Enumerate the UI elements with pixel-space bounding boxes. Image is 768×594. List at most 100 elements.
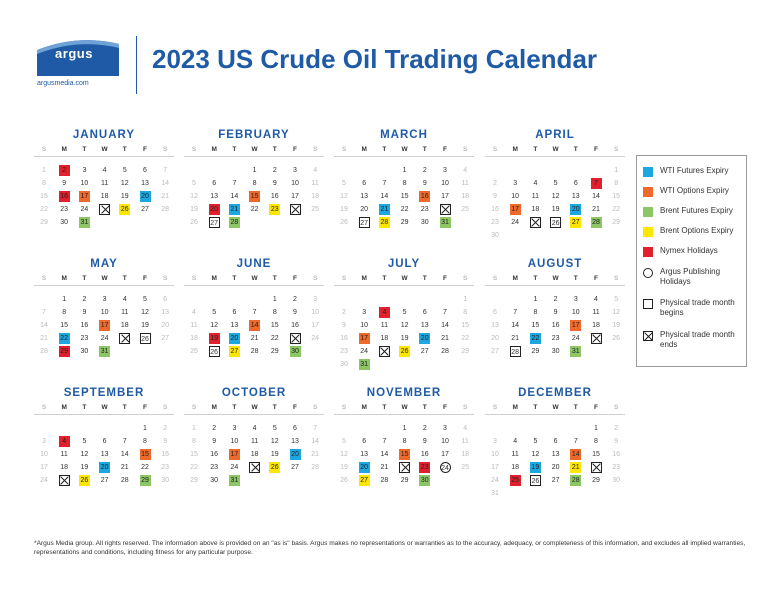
day-cell: 29 [270, 348, 279, 355]
day-cell: 30 [60, 219, 69, 226]
day-cell: 13 [210, 193, 219, 200]
day-cell: 28 [311, 464, 320, 471]
day-cell: 1 [42, 167, 46, 174]
day-cell: 6 [493, 309, 497, 316]
day-cell: 18 [461, 193, 470, 200]
day-cell: 16 [612, 451, 621, 458]
day-cell: 16 [420, 451, 429, 458]
day-cell: 7 [443, 309, 447, 316]
day-cell: 26 [340, 219, 348, 226]
day-cell: 18 [250, 451, 259, 458]
day-cell: 2 [293, 296, 297, 303]
weekday-label: S [614, 146, 619, 153]
day-cell: 16 [291, 322, 299, 329]
weekday-label: F [293, 404, 297, 411]
day-cell-nymex: 4 [378, 307, 390, 318]
day-cell: 7 [382, 180, 387, 187]
day-cell: 6 [573, 180, 578, 187]
month-name: JUNE [236, 258, 272, 270]
month-name: NOVEMBER [366, 387, 442, 399]
day-cell: 11 [250, 438, 259, 445]
weekday-label: M [61, 404, 67, 411]
day-cell-pb: 26 [139, 333, 151, 344]
day-cell: 13 [360, 193, 369, 200]
day-cell: 5 [82, 438, 87, 445]
day-cell-pe: 25 [590, 333, 602, 344]
day-cell: 10 [360, 322, 369, 329]
day-cell: 13 [291, 438, 299, 445]
day-cell: 8 [272, 309, 277, 316]
day-cell: 27 [141, 206, 149, 213]
day-cell: 23 [60, 206, 69, 213]
day-cell: 3 [362, 309, 367, 316]
day-cell: 7 [232, 180, 237, 187]
day-cell: 28 [120, 477, 129, 484]
day-cell-brent: 31 [78, 217, 90, 228]
day-cell-wti: 22 [529, 333, 541, 344]
day-cell: 10 [441, 438, 449, 445]
day-cell: 15 [461, 322, 470, 329]
day-cell: 24 [80, 206, 89, 213]
day-cell: 10 [571, 309, 580, 316]
day-cell: 18 [100, 193, 109, 200]
day-cell: 12 [612, 309, 621, 316]
day-cell: 15 [270, 322, 279, 329]
day-cell-pe: 22 [590, 462, 602, 473]
weekday-label: F [594, 146, 598, 153]
day-cell-brent: 31 [358, 359, 370, 370]
day-cell: 3 [443, 167, 447, 174]
day-cell: 18 [511, 464, 520, 471]
day-cell: 9 [614, 438, 619, 445]
logo-url[interactable]: argusmedia.com [37, 80, 89, 87]
day-cell: 2 [614, 425, 619, 432]
day-cell-brent: 31 [228, 475, 240, 486]
legend-label: Physical trade month ends [660, 330, 735, 349]
day-cell: 2 [422, 425, 427, 432]
weekday-label: F [143, 275, 147, 282]
day-cell: 24 [40, 477, 48, 484]
day-cell: 16 [270, 193, 279, 200]
weekday-label: T [573, 146, 578, 153]
day-cell: 11 [121, 309, 129, 316]
day-cell: 19 [400, 335, 409, 342]
day-cell: 12 [120, 180, 129, 187]
day-cell: 25 [461, 464, 470, 471]
day-cell: 10 [80, 180, 89, 187]
day-cell: 2 [422, 167, 427, 174]
weekday-label: T [422, 146, 427, 153]
day-cell: 23 [491, 219, 499, 226]
day-cell: 27 [491, 348, 499, 355]
legend-label: Physical trade month begins [660, 298, 735, 317]
day-cell: 9 [342, 322, 346, 329]
day-cell: 4 [594, 296, 598, 303]
weekday-label: S [341, 275, 347, 282]
day-cell-wtio: 16 [419, 191, 431, 202]
month-name: MARCH [380, 129, 428, 141]
day-cell: 21 [250, 335, 259, 342]
day-cell: 30 [80, 348, 89, 355]
day-cell: 29 [40, 219, 48, 226]
day-cell-pe: 25 [119, 333, 131, 344]
day-cell: 3 [232, 425, 237, 432]
day-cell-pe: 24 [289, 204, 301, 215]
day-cell-wti: 22 [58, 333, 70, 344]
day-cell-wtio: 17 [228, 449, 240, 460]
day-cell: 11 [60, 451, 68, 458]
day-cell-brento: 26 [269, 462, 281, 473]
weekday-label: T [533, 275, 538, 282]
day-cell: 17 [291, 193, 299, 200]
day-cell: 11 [190, 322, 198, 329]
day-cell: 19 [120, 193, 129, 200]
day-cell-wti: 20 [228, 333, 240, 344]
day-cell: 3 [573, 296, 578, 303]
weekday-label: T [122, 275, 127, 282]
day-cell: 12 [210, 322, 219, 329]
day-cell: 19 [340, 206, 348, 213]
weekday-label: F [143, 146, 147, 153]
day-cell-nymex: 20 [208, 204, 220, 215]
day-cell-wti: 20 [289, 449, 301, 460]
weekday-label: T [232, 404, 237, 411]
day-cell: 4 [463, 167, 468, 174]
weekday-label: T [573, 275, 578, 282]
weekday-label: S [463, 275, 468, 282]
